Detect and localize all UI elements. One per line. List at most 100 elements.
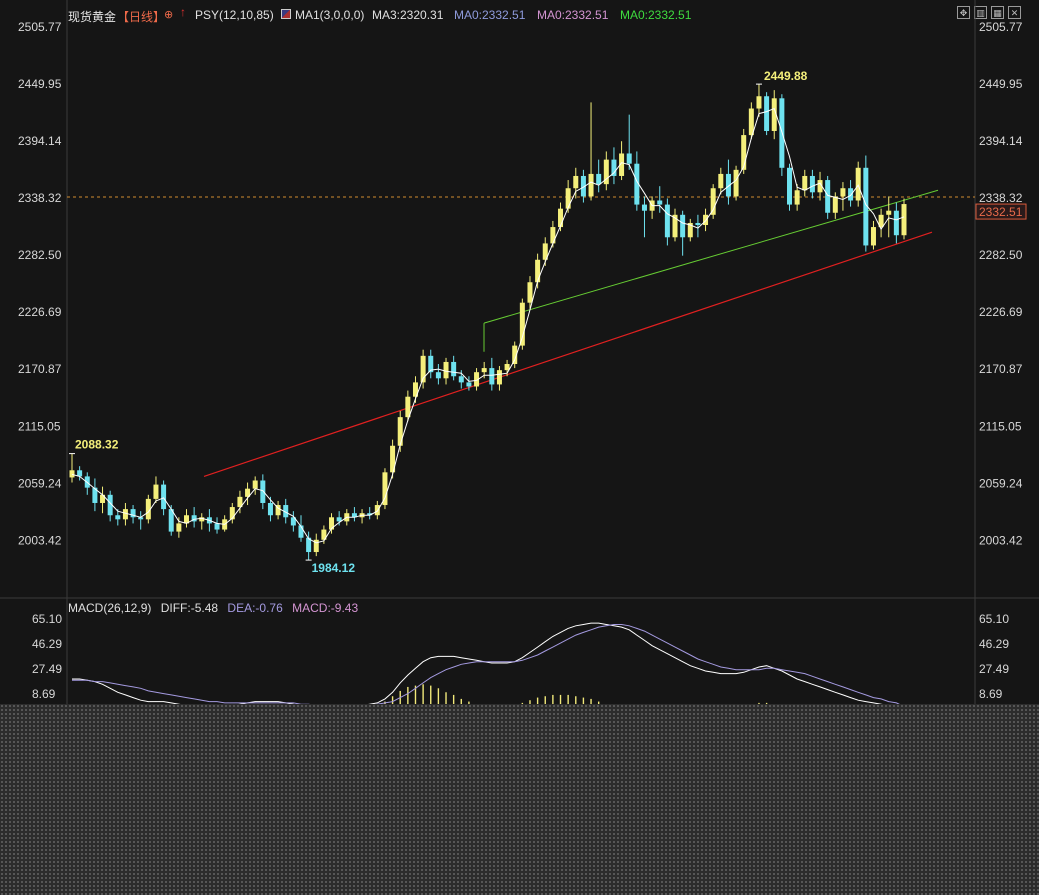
- candle-body: [703, 214, 709, 226]
- candle: [420, 349, 426, 389]
- candle-body: [733, 169, 739, 197]
- current-price-tag: [975, 203, 1027, 220]
- candle-body: [718, 173, 724, 189]
- candle: [69, 453, 75, 483]
- high-annotation: 2449.88: [764, 69, 808, 83]
- candle: [336, 511, 342, 526]
- candle-body: [153, 484, 159, 499]
- macd-tick-left: 27.49: [32, 662, 62, 676]
- candle: [145, 494, 151, 524]
- macd-title[interactable]: MACD(26,12,9): [68, 601, 152, 615]
- candle-body: [580, 175, 586, 197]
- candle: [787, 163, 793, 211]
- ma-indicator-icon[interactable]: [281, 9, 291, 19]
- price-tick-left: 2282.50: [18, 248, 62, 262]
- candle-body: [901, 204, 907, 236]
- candle: [237, 490, 243, 514]
- candle-body: [848, 188, 854, 201]
- price-tick-right: 2338.32: [979, 191, 1023, 205]
- candle: [626, 114, 632, 170]
- candle: [672, 208, 678, 242]
- ma1-label[interactable]: MA1(3,0,0,0): [295, 8, 365, 22]
- candle: [901, 198, 907, 240]
- price-annotations-layer: 2449.88 1984.12 2088.32: [69, 69, 808, 575]
- candle-body: [512, 345, 518, 365]
- macd-tick-left: 46.29: [32, 637, 62, 651]
- candle-body: [77, 470, 83, 477]
- candle: [832, 192, 838, 219]
- candle-body: [260, 480, 266, 503]
- candle: [313, 533, 319, 557]
- macd-hist-value: MACD:-9.43: [292, 601, 359, 615]
- candle: [153, 476, 159, 503]
- candle: [138, 511, 144, 530]
- candle: [809, 169, 815, 199]
- candle: [596, 159, 602, 193]
- price-tick-left: 2338.32: [18, 191, 62, 205]
- candle-body: [374, 505, 380, 516]
- candle: [214, 517, 220, 534]
- candle-body: [535, 259, 541, 283]
- candle-body: [893, 210, 899, 236]
- candle: [100, 486, 106, 514]
- candle-body: [351, 513, 357, 518]
- candle-body: [199, 517, 205, 522]
- move-icon[interactable]: ✥: [957, 6, 970, 19]
- candle-body: [504, 364, 510, 371]
- candle: [725, 159, 731, 205]
- candle-body: [115, 515, 121, 520]
- candle: [649, 196, 655, 219]
- macd-tick-right: 46.29: [979, 637, 1009, 651]
- candle: [183, 509, 189, 528]
- candle-body: [565, 188, 571, 209]
- candle-body: [168, 509, 174, 532]
- grid-icon[interactable]: ▦: [991, 6, 1004, 19]
- candle: [893, 202, 899, 244]
- candle: [870, 220, 876, 250]
- candle-body: [130, 509, 136, 518]
- candle-body: [100, 494, 106, 503]
- psy-label[interactable]: PSY(12,10,85): [195, 8, 274, 22]
- candle-body: [542, 243, 548, 260]
- price-tick-left: 2003.42: [18, 533, 62, 547]
- price-axis-right: 2505.77 2449.95 2394.14 2338.32 2282.50 2226.…: [975, 20, 1027, 547]
- candle: [122, 502, 128, 526]
- candle: [77, 466, 83, 481]
- candle: [176, 517, 182, 538]
- candle-body: [474, 372, 480, 387]
- price-tick-left: 2226.69: [18, 305, 62, 319]
- candle: [641, 196, 647, 238]
- candle-body: [748, 108, 754, 136]
- red-up-arrow-icon: ↑: [180, 5, 186, 19]
- candle-body: [321, 529, 327, 540]
- candle: [703, 208, 709, 232]
- candle: [687, 218, 693, 242]
- candle: [817, 171, 823, 201]
- chart-toolbar: ✥ ▥ ▦ ✕: [957, 6, 1021, 19]
- candle-body: [664, 204, 670, 238]
- price-tick-right: 2394.14: [979, 134, 1023, 148]
- period-selector[interactable]: 【日线】: [117, 10, 166, 24]
- candle-body: [672, 214, 678, 238]
- candle: [107, 490, 113, 522]
- candle-body: [619, 153, 625, 176]
- price-tick-right: 2003.42: [979, 533, 1023, 547]
- candle: [695, 214, 701, 238]
- close-icon[interactable]: ✕: [1008, 6, 1021, 19]
- candle-body: [313, 539, 319, 553]
- candle: [733, 165, 739, 201]
- candle-body: [237, 496, 243, 508]
- macd-tick-right: 27.49: [979, 662, 1009, 676]
- candle-body: [107, 494, 113, 516]
- candle-body: [138, 517, 144, 520]
- candle: [779, 94, 785, 176]
- candle: [764, 92, 770, 136]
- candle: [451, 355, 457, 381]
- crosshair-circle-icon[interactable]: ⊕: [164, 9, 174, 21]
- macd-dea-line: [72, 624, 905, 708]
- candle: [718, 167, 724, 195]
- candle-body: [802, 175, 808, 191]
- candle-body: [764, 96, 770, 132]
- candle-body: [435, 372, 441, 379]
- macd-diff-value: DIFF:-5.48: [160, 601, 219, 615]
